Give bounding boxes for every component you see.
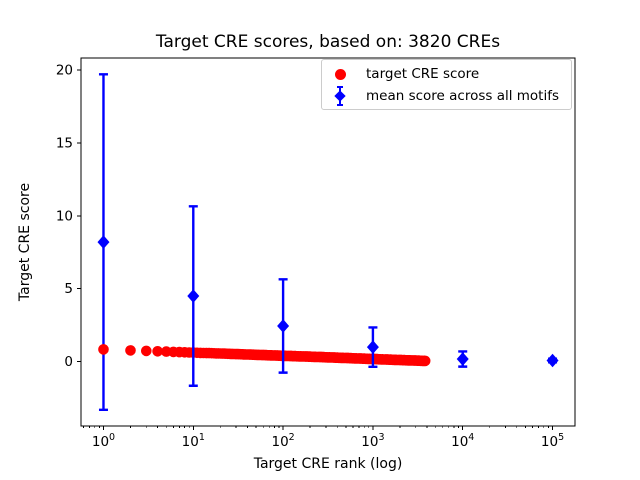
mean-score-diamond-marker: [277, 319, 290, 333]
y-axis-label: Target CRE score: [17, 183, 33, 302]
legend-marker-area: [322, 63, 358, 85]
blue-diamond-errorbar-icon: [333, 85, 347, 107]
x-tick-label: 104: [451, 432, 474, 450]
legend-label-target-cre-score: target CRE score: [366, 66, 480, 82]
x-tick-label: 100: [92, 432, 115, 450]
x-tick-label: 105: [541, 432, 564, 450]
legend-entry-target-cre-score: target CRE score: [322, 63, 571, 85]
y-tick-label: 10: [56, 208, 73, 224]
mean-score-diamond-marker: [97, 235, 110, 249]
target-cre-score-points: [98, 344, 431, 367]
plot-area: 100 101 102 103 104 105 0 5 10 15 20: [56, 57, 576, 450]
y-tick-label: 15: [56, 135, 73, 151]
x-tick-label: 103: [361, 432, 384, 450]
legend-label-mean-score: mean score across all motifs: [366, 88, 560, 104]
legend: target CRE score mean score across all m…: [321, 59, 572, 110]
chart-title: Target CRE scores, based on: 3820 CREs: [155, 32, 500, 52]
x-tick-label: 101: [182, 432, 205, 450]
legend-entry-mean-score: mean score across all motifs: [322, 85, 571, 107]
y-tick-label: 0: [64, 354, 73, 370]
x-tick-label: 102: [271, 432, 294, 450]
mean-score-diamond-marker: [366, 340, 379, 354]
red-circle-marker-icon: [334, 68, 346, 80]
mean-score-diamond-marker: [456, 352, 469, 366]
y-tick-label: 20: [56, 62, 73, 78]
legend-marker-area: [322, 85, 358, 107]
y-tick-label: 5: [64, 281, 73, 297]
mean-score-diamond-marker: [187, 289, 200, 303]
mean-score-diamond-marker: [546, 353, 559, 368]
plot-frame: [80, 57, 576, 427]
x-axis-label: Target CRE rank (log): [253, 456, 403, 472]
